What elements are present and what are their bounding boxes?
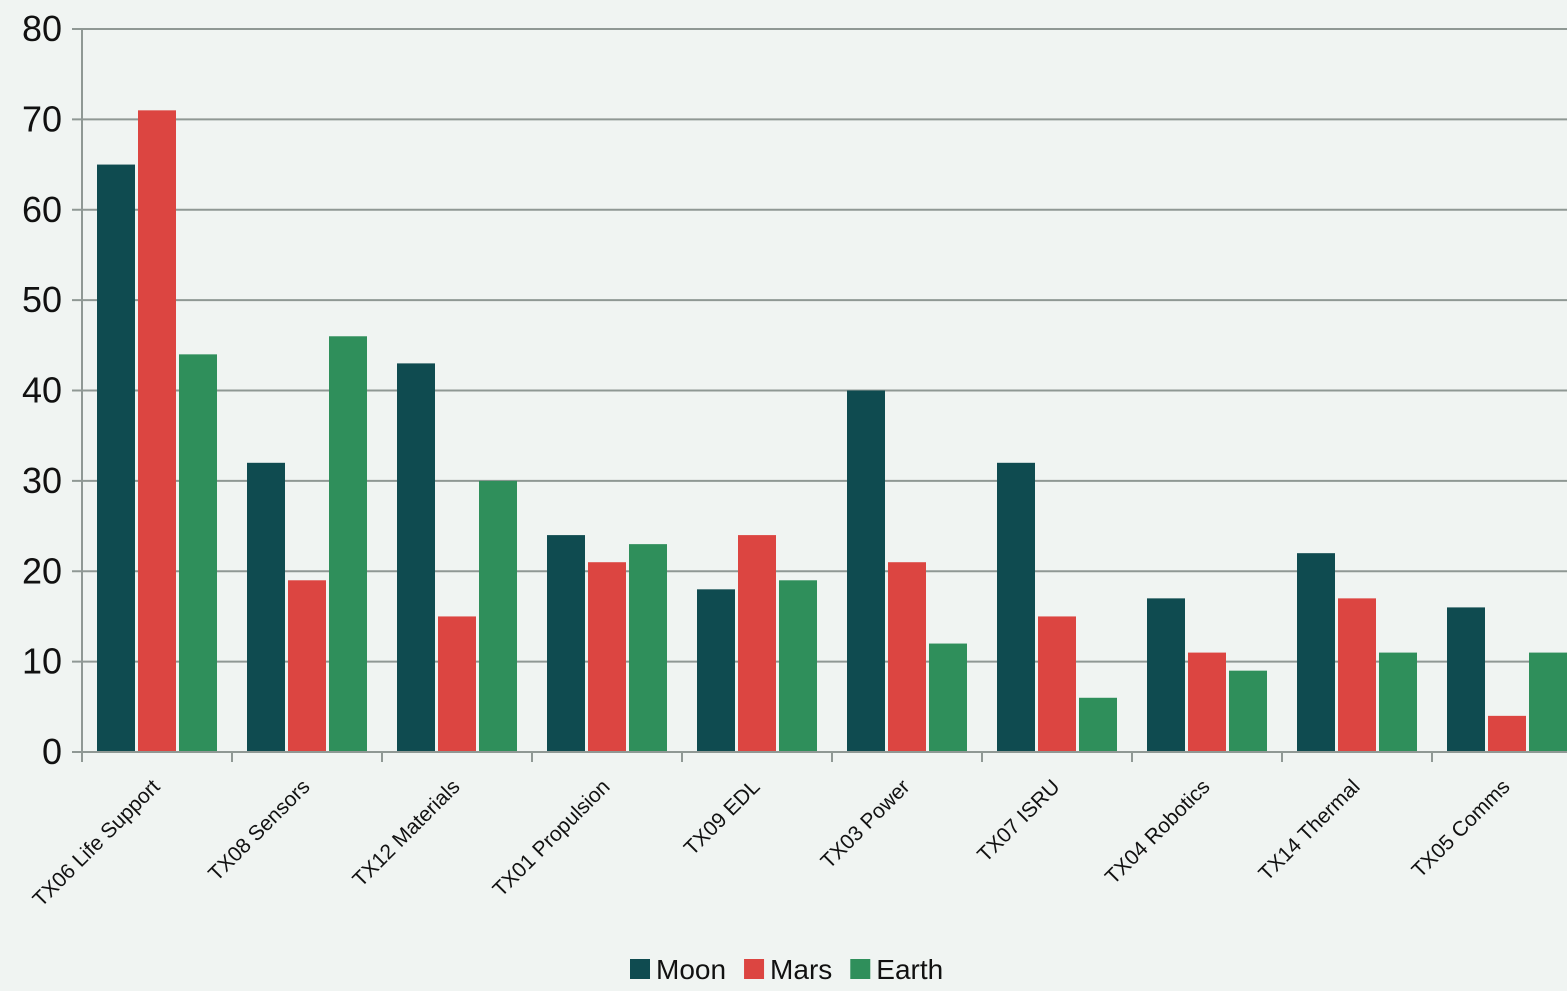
bar-earth — [629, 544, 667, 752]
bar-moon — [547, 535, 585, 752]
bar-earth — [329, 336, 367, 752]
y-tick-labels: 0 10 20 30 40 50 60 70 80 — [22, 8, 62, 772]
x-category-label: TX12 Materials — [348, 775, 464, 891]
x-category-label: TX03 Power — [817, 775, 915, 873]
bar-mars — [588, 562, 626, 752]
y-tick-label: 60 — [22, 189, 62, 230]
bar-mars — [438, 616, 476, 752]
x-category-label: TX04 Robotics — [1101, 775, 1215, 889]
bar-moon — [847, 390, 885, 752]
bar-mars — [1038, 616, 1076, 752]
x-category-label: TX06 Life Support — [29, 775, 165, 911]
axes — [72, 28, 1567, 762]
legend-label-mars: Mars — [770, 954, 832, 985]
y-tick-label: 40 — [22, 370, 62, 411]
x-category-label: TX14 Thermal — [1254, 775, 1364, 885]
legend-label-moon: Moon — [656, 954, 726, 985]
bar-earth — [479, 480, 517, 752]
bar-mars — [138, 110, 176, 752]
legend-swatch-earth — [850, 959, 871, 979]
bar-moon — [1297, 553, 1335, 752]
bar-earth — [929, 643, 967, 752]
y-tick-label: 80 — [22, 8, 62, 49]
x-category-label: TX07 ISRU — [973, 775, 1064, 866]
y-tick-label: 70 — [22, 98, 62, 139]
bar-mars — [888, 562, 926, 752]
bar-earth — [1229, 670, 1267, 752]
bars — [97, 110, 1567, 752]
bar-moon — [997, 462, 1035, 752]
bar-earth — [779, 580, 817, 752]
bar-moon — [247, 462, 285, 752]
bar-earth — [179, 354, 217, 752]
y-tick-label: 30 — [22, 460, 62, 501]
bar-mars — [738, 535, 776, 752]
bar-moon — [397, 363, 435, 752]
bar-mars — [1338, 598, 1376, 752]
legend-swatch-mars — [744, 959, 765, 979]
bar-mars — [1188, 652, 1226, 752]
y-tick-label: 0 — [42, 731, 62, 772]
bar-moon — [97, 164, 135, 752]
x-category-label: TX01 Propulsion — [488, 775, 614, 901]
x-category-label: TX05 Comms — [1408, 775, 1515, 882]
y-tick-label: 10 — [22, 641, 62, 682]
bar-earth — [1079, 697, 1117, 752]
bar-moon — [1447, 607, 1485, 752]
bar-earth — [1379, 652, 1417, 752]
x-category-labels: TX06 Life Support TX08 Sensors TX12 Materi… — [29, 775, 1515, 911]
legend-label-earth: Earth — [876, 954, 943, 985]
bar-mars — [288, 580, 326, 752]
bar-moon — [697, 589, 735, 752]
y-tick-label: 50 — [22, 279, 62, 320]
legend-swatch-moon — [630, 959, 650, 979]
legend: Moon Mars Earth — [630, 954, 943, 985]
bar-moon — [1147, 598, 1185, 752]
y-tick-label: 20 — [22, 550, 62, 591]
x-category-label: TX09 EDL — [680, 775, 765, 860]
bar-mars — [1488, 715, 1526, 752]
bar-earth — [1529, 652, 1567, 752]
grid-lines — [82, 28, 1567, 663]
x-category-label: TX08 Sensors — [204, 775, 314, 885]
